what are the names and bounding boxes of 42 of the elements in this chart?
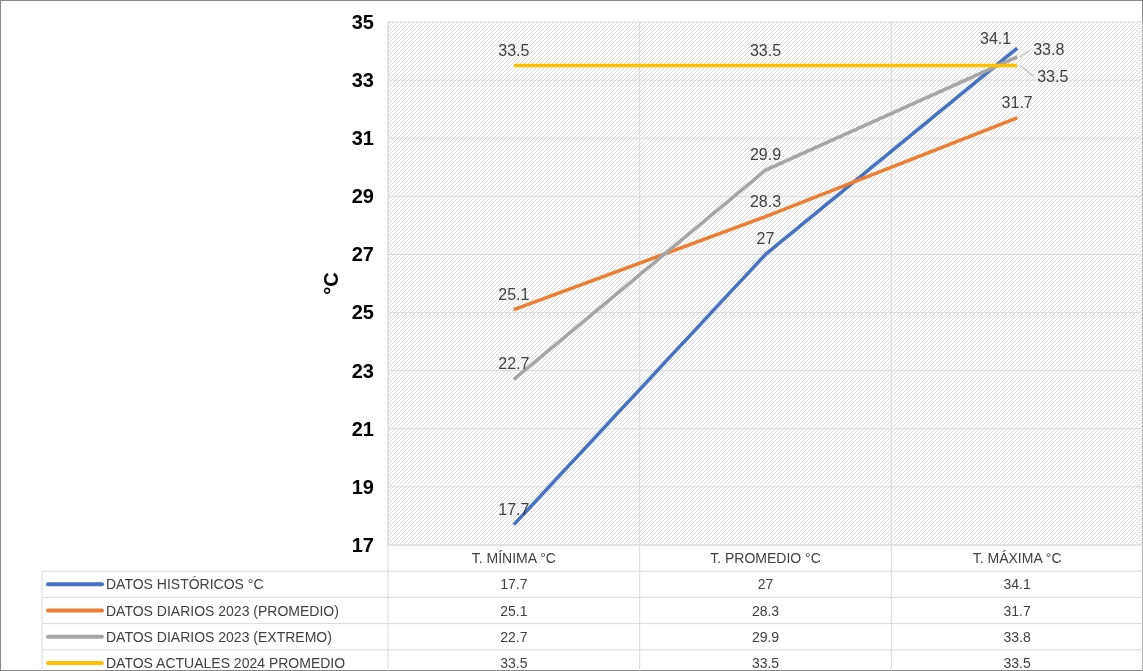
legend-label: DATOS DIARIOS 2023 (PROMEDIO) [106, 602, 339, 619]
data-label: 27 [757, 576, 774, 593]
annotation: 34.1 [980, 30, 1012, 48]
data-label: 29.9 [751, 628, 780, 645]
legend-label: DATOS HISTÓRICOS °C [106, 576, 264, 593]
legend-label: DATOS DIARIOS 2023 (EXTREMO) [106, 628, 332, 645]
annotation: 17.7 [498, 500, 530, 518]
y-tick-label: 35 [351, 10, 374, 33]
data-label: 22.7 [500, 628, 528, 645]
data-label: 33.8 [1003, 628, 1031, 645]
y-tick-label: 19 [351, 475, 374, 498]
x-tick-label: T. MÍNIMA °C [471, 550, 556, 566]
x-tick-label: T. PROMEDIO °C [710, 550, 821, 566]
legend-label: DATOS ACTUALES 2024 PROMEDIO [106, 654, 346, 671]
data-label: 17.7 [500, 576, 528, 593]
data-label: 33.5 [1003, 654, 1031, 671]
annotation: 22.7 [498, 355, 530, 373]
annotation: 25.1 [498, 285, 530, 303]
data-label: 28.3 [751, 602, 780, 619]
y-tick-label: 17 [351, 533, 374, 556]
annotation: 29.9 [749, 146, 782, 164]
data-label: 31.7 [1003, 602, 1031, 619]
y-tick-label: 25 [351, 301, 374, 324]
annotation: 33.8 [1033, 40, 1065, 58]
y-tick-label: 31 [351, 127, 374, 150]
annotation: 27 [756, 230, 775, 248]
y-tick-label: 27 [351, 243, 374, 266]
y-axis-title: °C [320, 272, 342, 295]
x-tick-label: T. MÁXIMA °C [972, 550, 1062, 566]
y-tick-label: 29 [351, 185, 374, 208]
data-label: 34.1 [1003, 576, 1031, 593]
annotation: 33.5 [498, 41, 530, 59]
y-tick-label: 33 [351, 69, 374, 92]
annotation: 31.7 [1001, 93, 1033, 111]
annotation: 33.5 [1037, 67, 1069, 85]
y-tick-label: 23 [351, 359, 374, 382]
data-label: 25.1 [500, 602, 528, 619]
data-label: 33.5 [751, 654, 780, 671]
annotation: 28.3 [749, 192, 782, 210]
data-label: 33.5 [500, 654, 528, 671]
y-tick-label: 21 [351, 417, 374, 440]
annotation: 33.5 [749, 41, 782, 59]
